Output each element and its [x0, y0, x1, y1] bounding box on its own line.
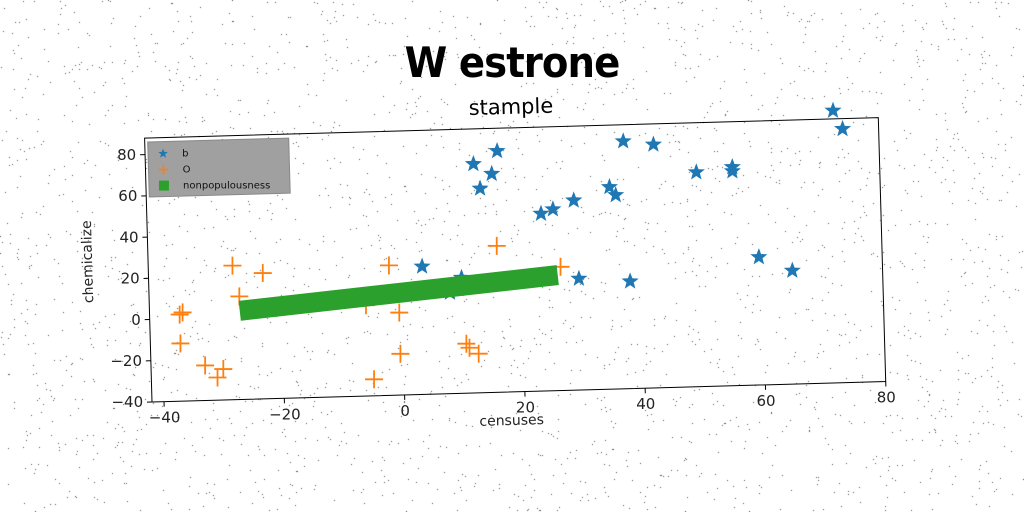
data-point-plus — [171, 334, 190, 353]
data-point-star — [413, 257, 431, 274]
data-point-plus — [487, 236, 506, 255]
data-point-plus — [379, 256, 398, 275]
x-tick-label: 40 — [636, 395, 655, 413]
x-tick-label: −20 — [269, 405, 301, 423]
plot-title: stample — [468, 94, 553, 120]
data-point-star — [570, 269, 588, 286]
data-point-star — [471, 179, 489, 196]
data-point-star — [464, 155, 482, 172]
data-point-plus — [457, 334, 476, 353]
figure-title: W estrone — [404, 38, 621, 87]
data-point-plus — [253, 264, 272, 283]
axes-frame — [144, 117, 887, 403]
data-point-star — [723, 162, 741, 179]
data-point-plus — [214, 360, 233, 379]
data-point-star — [834, 119, 852, 137]
legend-marker-star — [158, 148, 168, 158]
y-tick-label: 40 — [119, 228, 138, 246]
data-point-star — [687, 163, 705, 180]
y-tick-label: −40 — [111, 393, 143, 411]
legend-label: b — [182, 149, 188, 160]
data-point-star — [544, 200, 562, 217]
y-tick-label: 20 — [121, 270, 140, 288]
x-tick-label: 20 — [516, 399, 535, 417]
data-point-star — [621, 272, 639, 289]
data-point-star — [483, 164, 501, 182]
data-point-star — [488, 142, 506, 159]
data-point-star — [824, 101, 842, 118]
x-tick-label: 80 — [877, 388, 896, 406]
y-tick-label: −20 — [110, 352, 142, 370]
data-point-plus — [365, 370, 384, 389]
data-point-plus — [170, 305, 189, 324]
data-point-plus — [196, 356, 215, 375]
legend-marker-square — [158, 180, 169, 191]
y-axis-label: chemicalize — [79, 220, 97, 303]
data-point-star — [783, 261, 801, 278]
data-point-plus — [173, 303, 192, 322]
data-point-plus — [469, 344, 488, 363]
data-point-star — [532, 204, 550, 221]
x-tick-label: −40 — [149, 409, 181, 427]
data-point-star — [750, 248, 768, 265]
x-tick-label: 60 — [756, 392, 775, 410]
data-point-plus — [390, 303, 409, 322]
data-point-star — [565, 191, 583, 208]
data-point-plus — [391, 344, 410, 363]
data-point-star — [600, 178, 618, 195]
legend-label: nonpopulousness — [183, 181, 270, 192]
y-tick-label: 60 — [118, 187, 137, 205]
data-point-star — [607, 186, 625, 203]
y-tick-label: 0 — [131, 311, 141, 329]
data-point-plus — [223, 256, 242, 275]
data-point-star — [644, 135, 662, 152]
data-point-star — [614, 132, 632, 149]
series-line-nonpopulousness — [238, 265, 559, 321]
legend-label: O — [183, 165, 191, 176]
data-point-plus — [460, 338, 479, 357]
x-axis-label: censuses — [479, 412, 544, 430]
legend-box — [147, 137, 291, 198]
x-tick-label: 0 — [400, 402, 410, 420]
y-tick-label: 80 — [117, 146, 136, 164]
